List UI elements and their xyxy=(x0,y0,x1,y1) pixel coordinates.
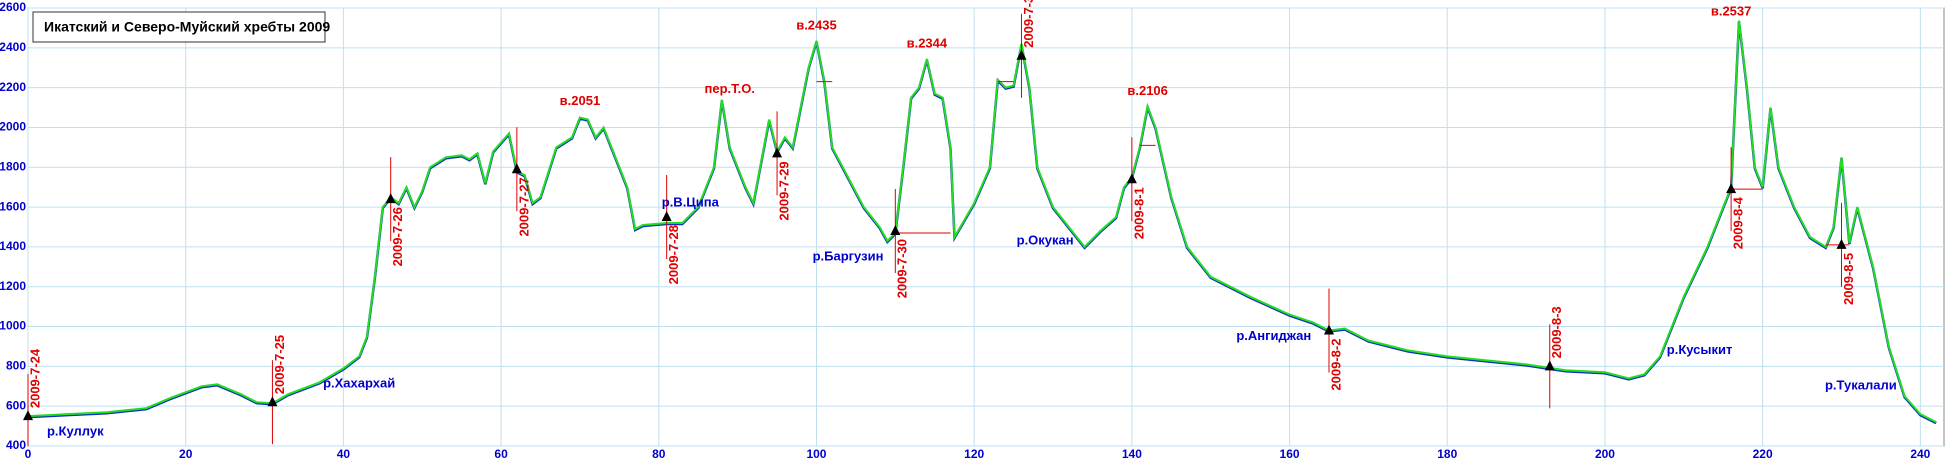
annotation: в.2537 xyxy=(1711,3,1752,18)
y-tick-label: 400 xyxy=(6,438,26,452)
day-marker xyxy=(1016,49,1027,60)
annotation: в.2435 xyxy=(796,17,837,32)
day-marker xyxy=(1726,183,1737,194)
y-tick-label: 2000 xyxy=(0,120,26,134)
day-marker xyxy=(1323,324,1334,335)
day-label: 2009-8-2 xyxy=(1328,339,1343,391)
y-tick-label: 1400 xyxy=(0,239,26,253)
y-tick-label: 2400 xyxy=(0,40,26,54)
day-marker xyxy=(1126,173,1137,184)
grid xyxy=(27,7,1944,447)
day-label: 2009-8-1 xyxy=(1131,187,1146,239)
x-tick-label: 80 xyxy=(652,447,666,461)
x-tick-label: 60 xyxy=(494,447,508,461)
y-tick-label: 600 xyxy=(6,398,26,412)
x-tick-label: 180 xyxy=(1437,447,1457,461)
day-marker xyxy=(385,193,396,204)
y-tick-label: 1600 xyxy=(0,199,26,213)
annotation: р.Ангиджан xyxy=(1236,328,1311,343)
day-marker xyxy=(890,224,901,235)
annotation: в.2344 xyxy=(907,35,948,50)
annotation: р.В.Ципа xyxy=(662,195,720,210)
day-label: 2009-7-28 xyxy=(666,225,681,284)
day-marker xyxy=(772,147,783,158)
marks xyxy=(23,13,1937,446)
day-label: 2009-7-24 xyxy=(27,348,42,408)
day-marker xyxy=(267,396,278,407)
day-label: 2009-8-4 xyxy=(1731,196,1746,249)
annotation: в.2106 xyxy=(1127,83,1168,98)
chart-title: Икатский и Северо-Муйский хребты 2009 xyxy=(44,19,330,35)
x-tick-label: 0 xyxy=(25,447,32,461)
day-label: 2009-7-25 xyxy=(272,335,287,394)
day-label: 2009-8-3 xyxy=(1549,306,1564,358)
y-tick-label: 2600 xyxy=(0,0,26,14)
day-label: 2009-8-5 xyxy=(1841,253,1856,305)
day-marker xyxy=(511,163,522,174)
y-tick-label: 1200 xyxy=(0,279,26,293)
day-label: 2009-7-29 xyxy=(776,161,791,220)
annotation: р.Тукалали xyxy=(1825,378,1897,393)
day-label: 2009-7-27 xyxy=(516,177,531,236)
annotation: пер.Т.О. xyxy=(705,81,755,96)
x-tick-label: 40 xyxy=(337,447,351,461)
y-tick-label: 2200 xyxy=(0,80,26,94)
day-marker xyxy=(661,211,672,222)
y-tick-label: 1000 xyxy=(0,319,26,333)
day-label: 2009-7-26 xyxy=(390,207,405,266)
title-box xyxy=(32,11,326,43)
day-marker xyxy=(1544,360,1555,371)
annotation: р.Кусыкит xyxy=(1667,342,1733,357)
annotation: в.2051 xyxy=(560,93,601,108)
profile-line xyxy=(27,20,1937,423)
day-marker xyxy=(23,410,33,421)
x-tick-label: 240 xyxy=(1910,447,1930,461)
x-tick-label: 120 xyxy=(964,447,984,461)
day-label: 2009-7-30 xyxy=(895,239,910,298)
day-marker xyxy=(1836,238,1847,249)
x-tick-label: 100 xyxy=(806,447,826,461)
y-tick-label: 1800 xyxy=(0,159,26,173)
y-tick-label: 800 xyxy=(6,359,26,373)
plot-frame xyxy=(27,7,1945,447)
x-tick-label: 220 xyxy=(1753,447,1773,461)
x-tick-label: 200 xyxy=(1595,447,1615,461)
x-tick-label: 160 xyxy=(1280,447,1300,461)
annotation: р.Куллук xyxy=(47,424,104,439)
annotation: р.Хахархай xyxy=(323,376,395,391)
day-label: 2009-7-31 xyxy=(1021,0,1036,48)
x-tick-label: 140 xyxy=(1122,447,1142,461)
annotation: р.Окукан xyxy=(1017,232,1074,247)
annotation: р.Баргузин xyxy=(813,248,884,263)
profile-shadow xyxy=(27,21,1937,425)
x-tick-label: 20 xyxy=(179,447,193,461)
